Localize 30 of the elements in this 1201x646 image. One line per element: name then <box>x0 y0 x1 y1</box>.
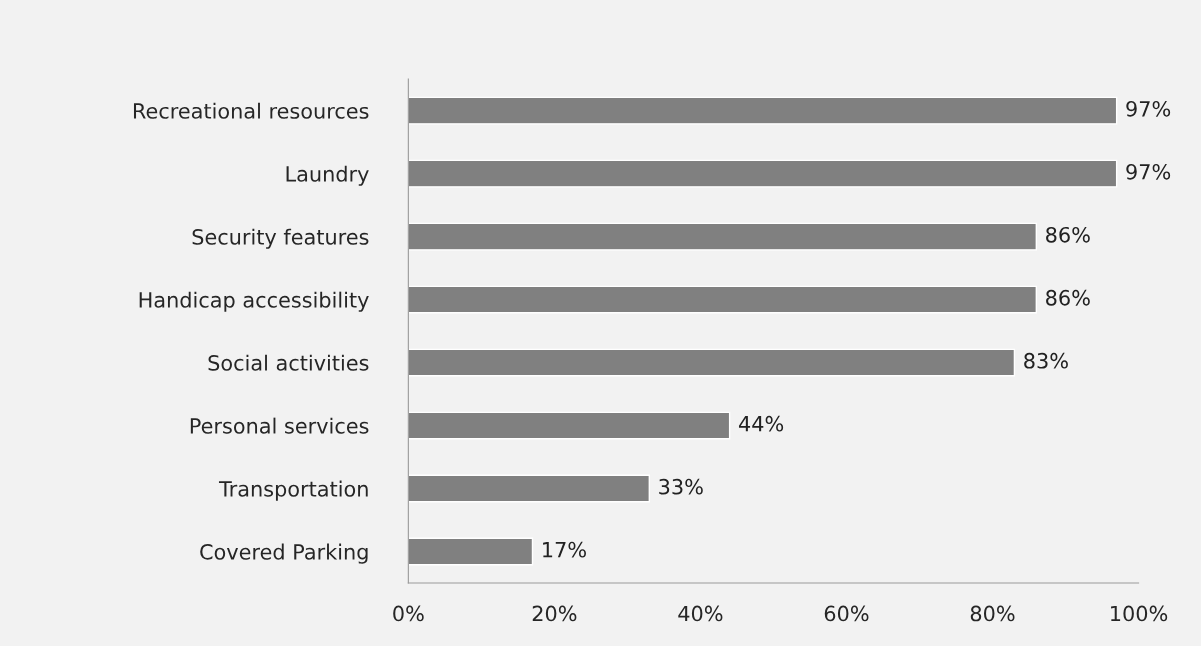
bar <box>408 285 1038 314</box>
y-tick-label: Handicap accessibility <box>139 291 369 312</box>
y-tick-label: Transportation <box>218 480 368 501</box>
data-label: 97% <box>1126 100 1171 117</box>
x-tick-label: 0% <box>393 605 424 622</box>
y-tick-label: Security features <box>192 228 369 249</box>
bar <box>408 222 1038 251</box>
bar <box>408 537 534 566</box>
bar <box>408 411 731 440</box>
bar <box>408 348 1016 377</box>
y-tick-label: Laundry <box>286 165 369 186</box>
data-label: 33% <box>659 478 703 495</box>
data-label: 44% <box>738 415 784 432</box>
x-tick-label: 20% <box>532 605 577 622</box>
bar <box>408 474 651 503</box>
y-tick-label: Covered Parking <box>200 543 368 564</box>
data-label: 86% <box>1046 226 1090 243</box>
data-label: 83% <box>1024 352 1068 369</box>
bar <box>408 96 1118 125</box>
x-tick-label: 100% <box>1111 605 1168 622</box>
data-label: 97% <box>1126 163 1171 180</box>
data-label: 86% <box>1046 289 1090 306</box>
bar <box>408 159 1118 188</box>
x-tick-label: 80% <box>970 605 1015 622</box>
y-tick-label: Recreational resources <box>133 102 369 119</box>
y-tick-label: Personal services <box>190 417 369 434</box>
data-label: 17% <box>543 541 586 558</box>
x-tick-label: 40% <box>678 605 723 622</box>
y-tick-label: Social activities <box>208 354 369 371</box>
x-tick-label: 60% <box>824 605 869 622</box>
